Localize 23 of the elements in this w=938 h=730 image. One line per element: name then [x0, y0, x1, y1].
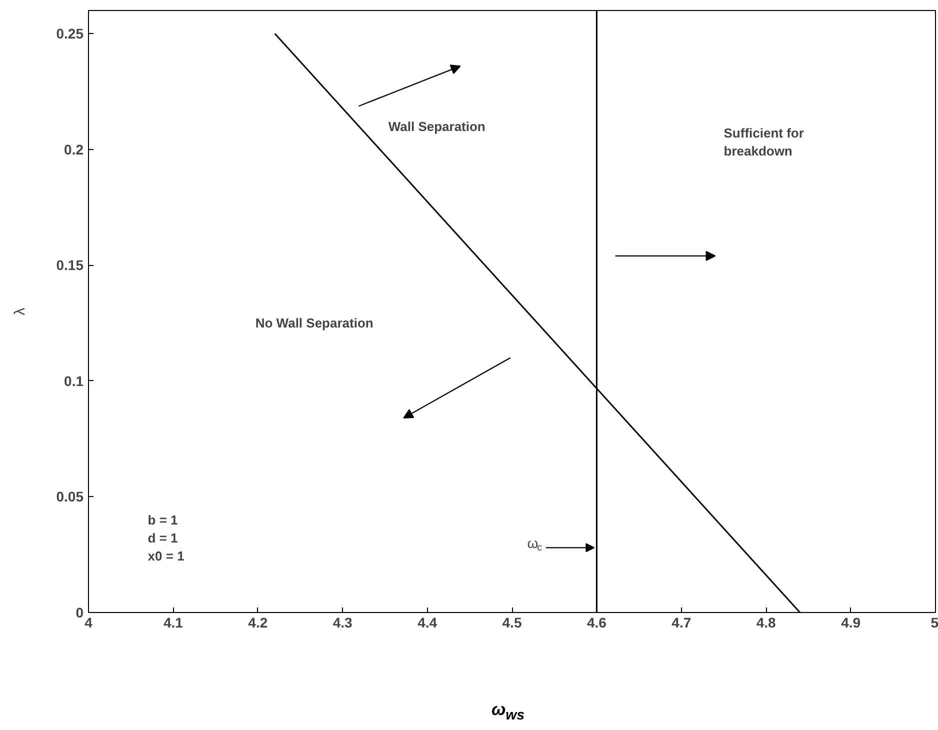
- y-tick-label: 0.2: [64, 141, 84, 158]
- x-tick-label: 5: [930, 614, 938, 630]
- annotation: b = 1 d = 1 x0 = 1: [148, 512, 184, 564]
- x-axis-title: ω$_{ws}$: [491, 700, 525, 724]
- y-axis-title: λ: [11, 307, 28, 316]
- y-tick-label: 0: [76, 604, 84, 620]
- y-tick-label: 0.15: [56, 257, 84, 274]
- y-tick-label: 0.05: [56, 488, 84, 505]
- y-tick-label: 0.25: [56, 26, 84, 42]
- annotation: Wall Separation: [388, 118, 486, 134]
- x-tick-label: 4.4: [418, 614, 438, 630]
- x-tick-label: 4.9: [841, 614, 861, 630]
- x-tick-label: 4.8: [756, 614, 776, 630]
- x-tick-label: 4.6: [586, 614, 607, 630]
- x-tick-label: 4.1: [163, 614, 184, 630]
- x-tick-label: 4.5: [502, 614, 522, 630]
- x-tick-label: 4: [84, 614, 93, 630]
- annotation: Sufficient for breakdown: [724, 126, 804, 159]
- annotation: No Wall Separation: [255, 316, 374, 331]
- x-tick-label: 4.7: [672, 614, 692, 630]
- y-tick-label: 0.1: [64, 372, 84, 389]
- x-tick-label: 4.2: [248, 614, 268, 630]
- x-tick-label: 4.3: [332, 614, 353, 630]
